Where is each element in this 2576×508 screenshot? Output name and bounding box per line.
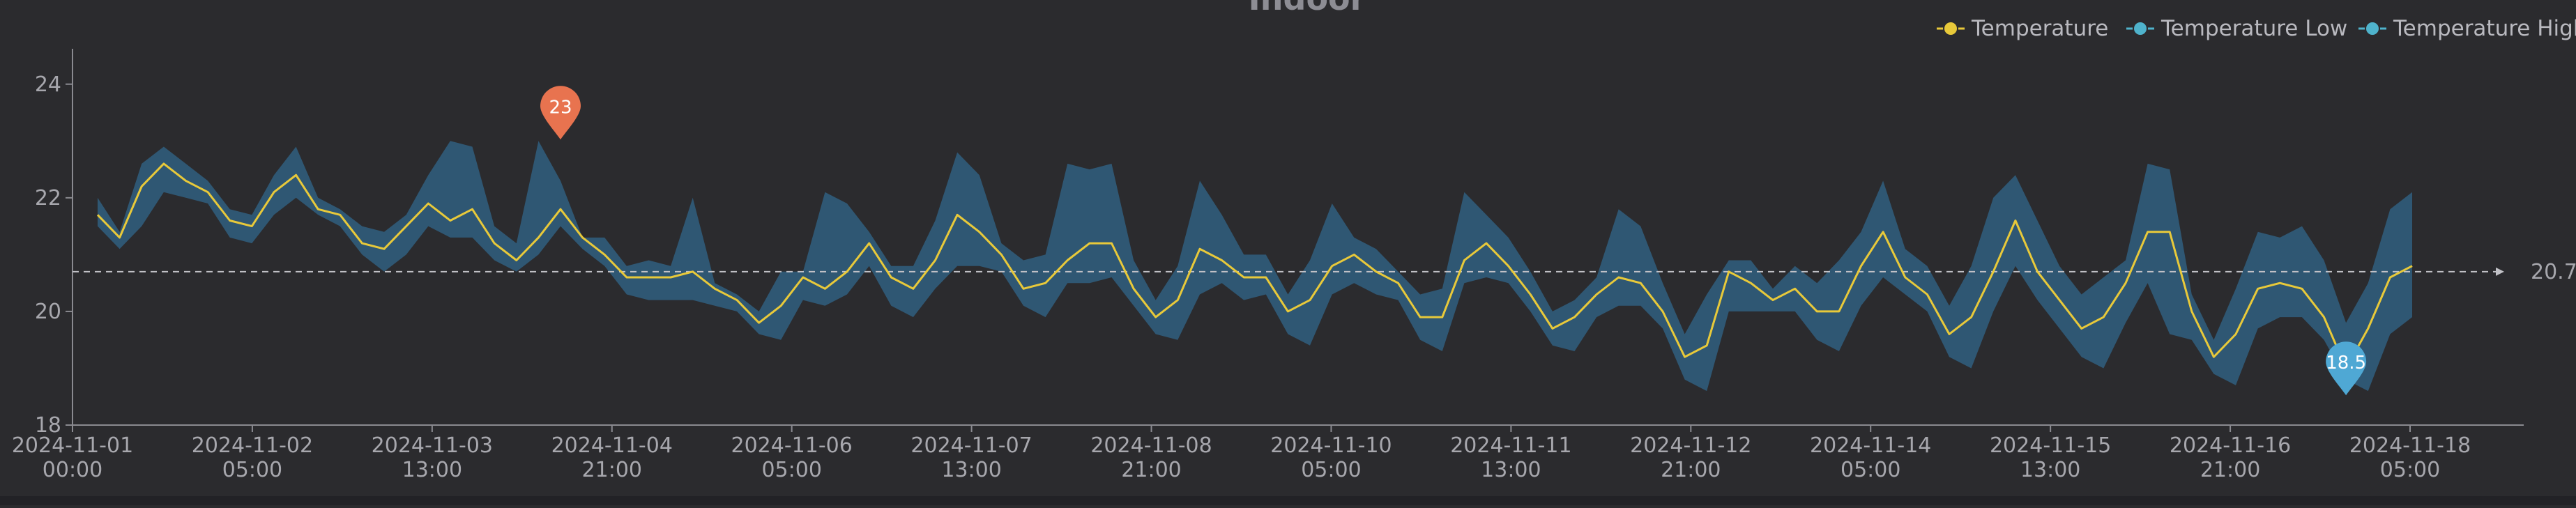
y-tick-label: 24 [35,72,61,97]
x-tick-label: 05:00 [2380,458,2440,482]
temperature-band-area [98,141,2412,392]
legend-label: Temperature High [2393,16,2576,41]
temperature-line [96,162,2413,369]
legend-item[interactable]: Temperature Low [2126,16,2347,41]
x-tick-label: 13:00 [402,458,462,482]
x-tick-label: 21:00 [1121,458,1181,482]
legend-marker-icon [2365,21,2380,36]
x-tick-label: 13:00 [2020,458,2080,482]
x-tick-label: 2024-11-11 [1450,433,1571,458]
x-tick-label: 2024-11-07 [910,433,1032,458]
x-tick-label: 13:00 [1481,458,1541,482]
y-tick-label: 20 [35,300,61,324]
legend-marker-icon [1943,21,1958,36]
x-tick-label: 21:00 [2200,458,2260,482]
x-tick-label: 2024-11-02 [192,433,313,458]
mark-pin-label: 18.5 [2326,353,2366,374]
x-tick-label: 21:00 [1661,458,1721,482]
legend-label: Temperature Low [2160,16,2347,41]
legend-item[interactable]: Temperature [1937,16,2108,41]
max-mark-pin: 23 [540,86,581,140]
x-tick-label: 2024-11-06 [731,433,853,458]
y-tick-label: 22 [35,186,61,210]
mark-pin-label: 23 [549,97,572,118]
chart-title: Indoor [1249,0,1366,17]
mark-pin-shape [540,86,581,140]
x-tick-label: 05:00 [222,458,282,482]
x-tick-label: 2024-11-01 [12,433,133,458]
temperature-range-band [98,141,2412,392]
mark-line-arrow [2496,267,2504,276]
x-tick-label: 2024-11-10 [1270,433,1392,458]
x-tick-label: 05:00 [1301,458,1361,482]
x-tick-label: 21:00 [582,458,642,482]
legend-marker-icon [2133,21,2148,36]
axes: 182022242024-11-0100:002024-11-0205:0020… [12,49,2524,482]
legend[interactable]: Temperature Temperature Low Temperature Hi… [1937,16,2576,41]
x-tick-label: 05:00 [761,458,821,482]
average-mark-line: 20.7 [73,260,2576,284]
legend-item[interactable]: Temperature High [2358,16,2576,41]
x-tick-label: 05:00 [1840,458,1900,482]
x-tick-label: 2024-11-12 [1630,433,1751,458]
mark-line-label: 20.7 [2531,260,2576,284]
mark-pin-shape [2326,341,2367,396]
x-tick-label: 2024-11-18 [2349,433,2471,458]
temperature-series-line [96,162,2413,369]
y-tick-label: 18 [35,413,61,438]
mark-points: 23 18.5 [540,86,2367,396]
x-tick-label: 2024-11-04 [551,433,673,458]
min-mark-pin: 18.5 [2326,341,2367,396]
x-tick-label: 2024-11-03 [372,433,493,458]
x-tick-label: 2024-11-14 [1810,433,1931,458]
x-tick-label: 00:00 [43,458,102,482]
x-tick-label: 2024-11-16 [2170,433,2291,458]
legend-label: Temperature [1971,16,2108,41]
bottom-bar [0,496,2576,505]
x-tick-label: 2024-11-08 [1090,433,1212,458]
x-tick-label: 13:00 [941,458,1001,482]
x-tick-label: 2024-11-15 [1990,433,2111,458]
